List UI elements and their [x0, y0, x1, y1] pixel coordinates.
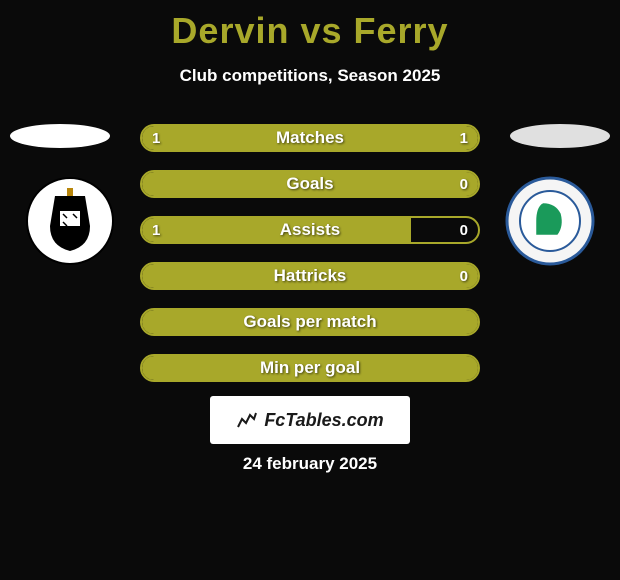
chart-icon: [236, 409, 258, 431]
dundalk-badge-icon: [25, 176, 115, 266]
stat-row-min-per-goal: Min per goal: [140, 354, 480, 382]
stat-row-assists: 1 Assists 0: [140, 216, 480, 244]
stat-label: Assists: [142, 220, 478, 240]
stat-label: Min per goal: [142, 358, 478, 378]
stat-row-hattricks: Hattricks 0: [140, 262, 480, 290]
team-right-badge: [505, 176, 595, 266]
team-left-shadow: [10, 124, 110, 148]
stat-value-right: 0: [460, 268, 468, 285]
team-left-badge: [25, 176, 115, 266]
stat-value-right: 0: [460, 176, 468, 193]
stat-label: Goals: [142, 174, 478, 194]
page-title: Dervin vs Ferry: [0, 0, 620, 52]
stat-row-goals-per-match: Goals per match: [140, 308, 480, 336]
finn-harps-badge-icon: [505, 176, 595, 266]
stat-label: Matches: [142, 128, 478, 148]
subtitle: Club competitions, Season 2025: [0, 66, 620, 86]
stat-row-goals: Goals 0: [140, 170, 480, 198]
watermark: FcTables.com: [210, 396, 410, 444]
stat-value-right: 1: [460, 130, 468, 147]
date-label: 24 february 2025: [0, 454, 620, 474]
stat-value-right: 0: [460, 222, 468, 239]
stat-label: Goals per match: [142, 312, 478, 332]
stat-label: Hattricks: [142, 266, 478, 286]
team-right-shadow: [510, 124, 610, 148]
stats-container: 1 Matches 1 Goals 0 1 Assists 0 Hattrick…: [140, 124, 480, 382]
watermark-text: FcTables.com: [264, 410, 383, 431]
stat-row-matches: 1 Matches 1: [140, 124, 480, 152]
